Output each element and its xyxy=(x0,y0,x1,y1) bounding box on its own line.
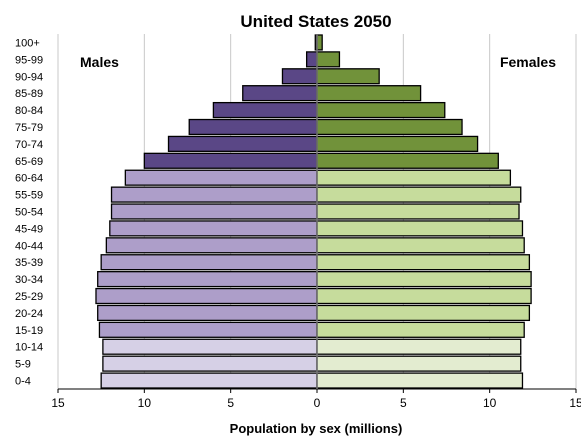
bar-female-30-34 xyxy=(316,271,532,288)
y-tick-label: 20-24 xyxy=(15,308,43,320)
chart-axes xyxy=(57,34,577,393)
y-tick-label: 5-9 xyxy=(15,359,31,371)
bar-male-30-34 xyxy=(97,271,318,288)
bar-female-60-64 xyxy=(316,169,512,186)
bar-male-50-54 xyxy=(110,203,318,220)
bar-male-75-79 xyxy=(188,118,318,136)
bar-female-65-69 xyxy=(316,152,499,169)
y-tick-labels: 0-4 5-9 10-14 15-19 20-24 25-29 30-34 35-39 40-4… xyxy=(15,37,43,387)
bar-female-10-14 xyxy=(316,338,522,355)
x-tick-label: 0 xyxy=(314,396,321,410)
bar-female-90-94 xyxy=(316,68,380,85)
bar-male-55-59 xyxy=(110,186,318,203)
y-tick-label: 90-94 xyxy=(15,71,43,83)
legend-females: Females xyxy=(500,54,556,70)
y-tick-label: 65-69 xyxy=(15,156,43,168)
y-tick-label: 100+ xyxy=(15,37,40,49)
y-tick-label: 50-54 xyxy=(15,207,43,219)
x-tick-label: 5 xyxy=(400,396,407,410)
x-tick-label: 15 xyxy=(569,396,581,410)
y-tick-label: 55-59 xyxy=(15,190,43,202)
bar-male-5-9 xyxy=(102,355,318,372)
bar-male-15-19 xyxy=(98,321,318,338)
chart-bars xyxy=(95,34,532,389)
bar-female-85-89 xyxy=(316,85,422,102)
y-tick-label: 95-99 xyxy=(15,54,43,66)
bar-female-45-49 xyxy=(316,220,524,237)
y-tick-label: 85-89 xyxy=(15,88,43,100)
x-axis-label: Population by sex (millions) xyxy=(230,421,403,436)
y-tick-label: 45-49 xyxy=(15,223,43,235)
bar-female-95-99 xyxy=(316,51,341,68)
bar-male-60-64 xyxy=(124,169,318,186)
bar-female-20-24 xyxy=(316,304,531,322)
y-tick-label: 15-19 xyxy=(15,325,43,337)
y-tick-label: 25-29 xyxy=(15,291,43,303)
y-tick-label: 0-4 xyxy=(15,376,31,388)
bar-female-70-74 xyxy=(316,135,479,152)
bar-male-95-99 xyxy=(305,51,318,68)
bar-female-55-59 xyxy=(316,186,522,203)
chart-title: United States 2050 xyxy=(240,12,391,31)
bar-male-0-4 xyxy=(100,372,318,389)
bar-female-0-4 xyxy=(316,372,524,389)
x-tick-labels: 15 10 5 0 5 10 15 xyxy=(51,396,581,410)
bar-male-85-89 xyxy=(242,85,318,102)
y-tick-label: 60-64 xyxy=(15,173,43,185)
bar-male-25-29 xyxy=(95,287,318,305)
x-tick-label: 15 xyxy=(51,396,65,410)
x-tick-label: 10 xyxy=(483,396,497,410)
bar-male-80-84 xyxy=(212,101,318,119)
bar-male-90-94 xyxy=(281,68,318,85)
bar-female-15-19 xyxy=(316,321,525,338)
y-tick-label: 35-39 xyxy=(15,257,43,269)
bar-female-35-39 xyxy=(316,254,531,271)
y-tick-label: 10-14 xyxy=(15,342,43,354)
y-tick-label: 40-44 xyxy=(15,240,43,252)
y-tick-label: 80-84 xyxy=(15,105,43,117)
legend-males: Males xyxy=(80,54,119,70)
bar-male-45-49 xyxy=(109,220,318,237)
bar-male-70-74 xyxy=(167,135,318,152)
bar-male-65-69 xyxy=(143,152,318,169)
bar-male-40-44 xyxy=(105,237,318,254)
y-tick-label: 70-74 xyxy=(15,139,43,151)
y-tick-label: 30-34 xyxy=(15,274,43,286)
bar-female-40-44 xyxy=(316,237,525,254)
bar-female-80-84 xyxy=(316,101,446,119)
bar-female-100+ xyxy=(316,34,323,51)
bar-male-10-14 xyxy=(102,338,318,355)
bar-male-20-24 xyxy=(97,304,318,322)
bar-female-50-54 xyxy=(316,203,520,220)
x-tick-label: 5 xyxy=(227,396,234,410)
bar-female-25-29 xyxy=(316,287,532,305)
bar-female-5-9 xyxy=(316,355,522,372)
y-tick-label: 75-79 xyxy=(15,122,43,134)
x-tick-label: 10 xyxy=(138,396,152,410)
bar-male-35-39 xyxy=(100,254,318,271)
bar-female-75-79 xyxy=(316,118,463,136)
